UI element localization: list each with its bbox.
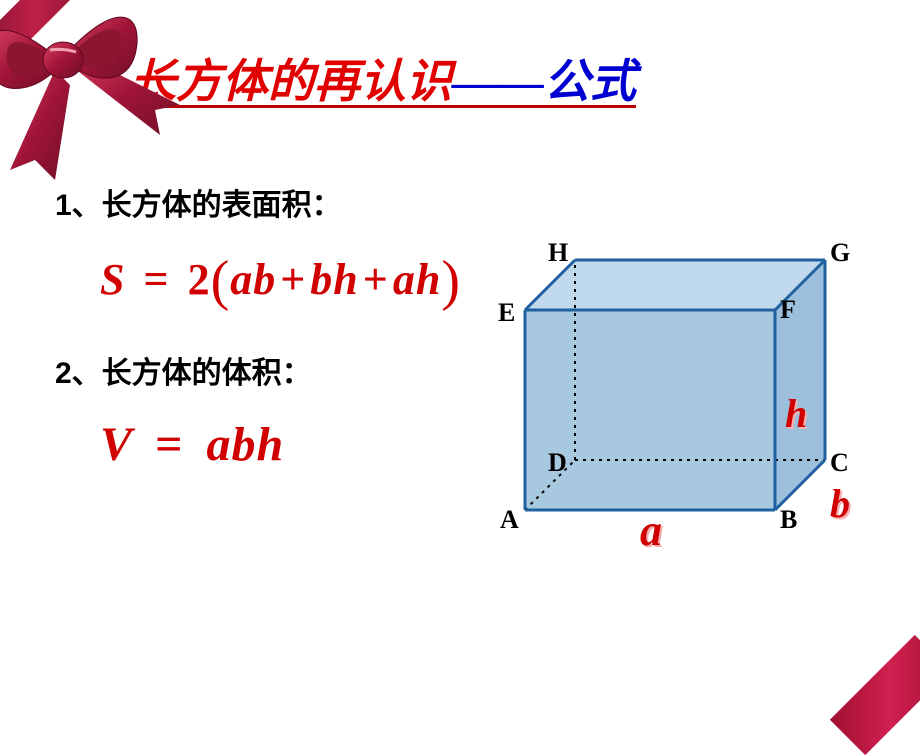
title-dash: —— bbox=[452, 56, 544, 107]
formula-coef: 2 bbox=[188, 255, 211, 304]
dim-b: b bbox=[830, 480, 850, 527]
ribbon-corner-decoration bbox=[830, 635, 920, 755]
formula-eq: = bbox=[137, 255, 175, 304]
title-part2: 公式 bbox=[544, 56, 636, 107]
ribbon-bow-decoration bbox=[0, 0, 220, 220]
vertex-C: C bbox=[830, 448, 849, 478]
formula-V: V bbox=[100, 418, 132, 471]
formula-bh: bh bbox=[310, 255, 358, 304]
vertex-F: F bbox=[780, 295, 796, 325]
formula-plus2: + bbox=[359, 255, 393, 304]
slide-title: 长方体的再认识——公式 bbox=[130, 45, 890, 111]
vertex-E: E bbox=[498, 298, 515, 328]
formula-eq2: = bbox=[145, 418, 193, 471]
formula-plus1: + bbox=[276, 255, 310, 304]
formula-ab: ab bbox=[230, 255, 276, 304]
formula-lparen: ( bbox=[211, 250, 231, 312]
vertex-A: A bbox=[500, 505, 519, 535]
formula-abh: abh bbox=[207, 418, 285, 471]
vertex-B: B bbox=[780, 505, 797, 535]
dim-a: a bbox=[640, 505, 662, 556]
formula-S: S bbox=[100, 255, 125, 304]
formula-rparen: ) bbox=[441, 250, 461, 312]
dim-h: h bbox=[785, 390, 807, 437]
vertex-D: D bbox=[548, 448, 567, 478]
vertex-H: H bbox=[548, 238, 568, 268]
formula-ah: ah bbox=[393, 255, 441, 304]
cuboid-diagram: A B C D E F G H a b h bbox=[495, 220, 865, 550]
vertex-G: G bbox=[830, 238, 850, 268]
